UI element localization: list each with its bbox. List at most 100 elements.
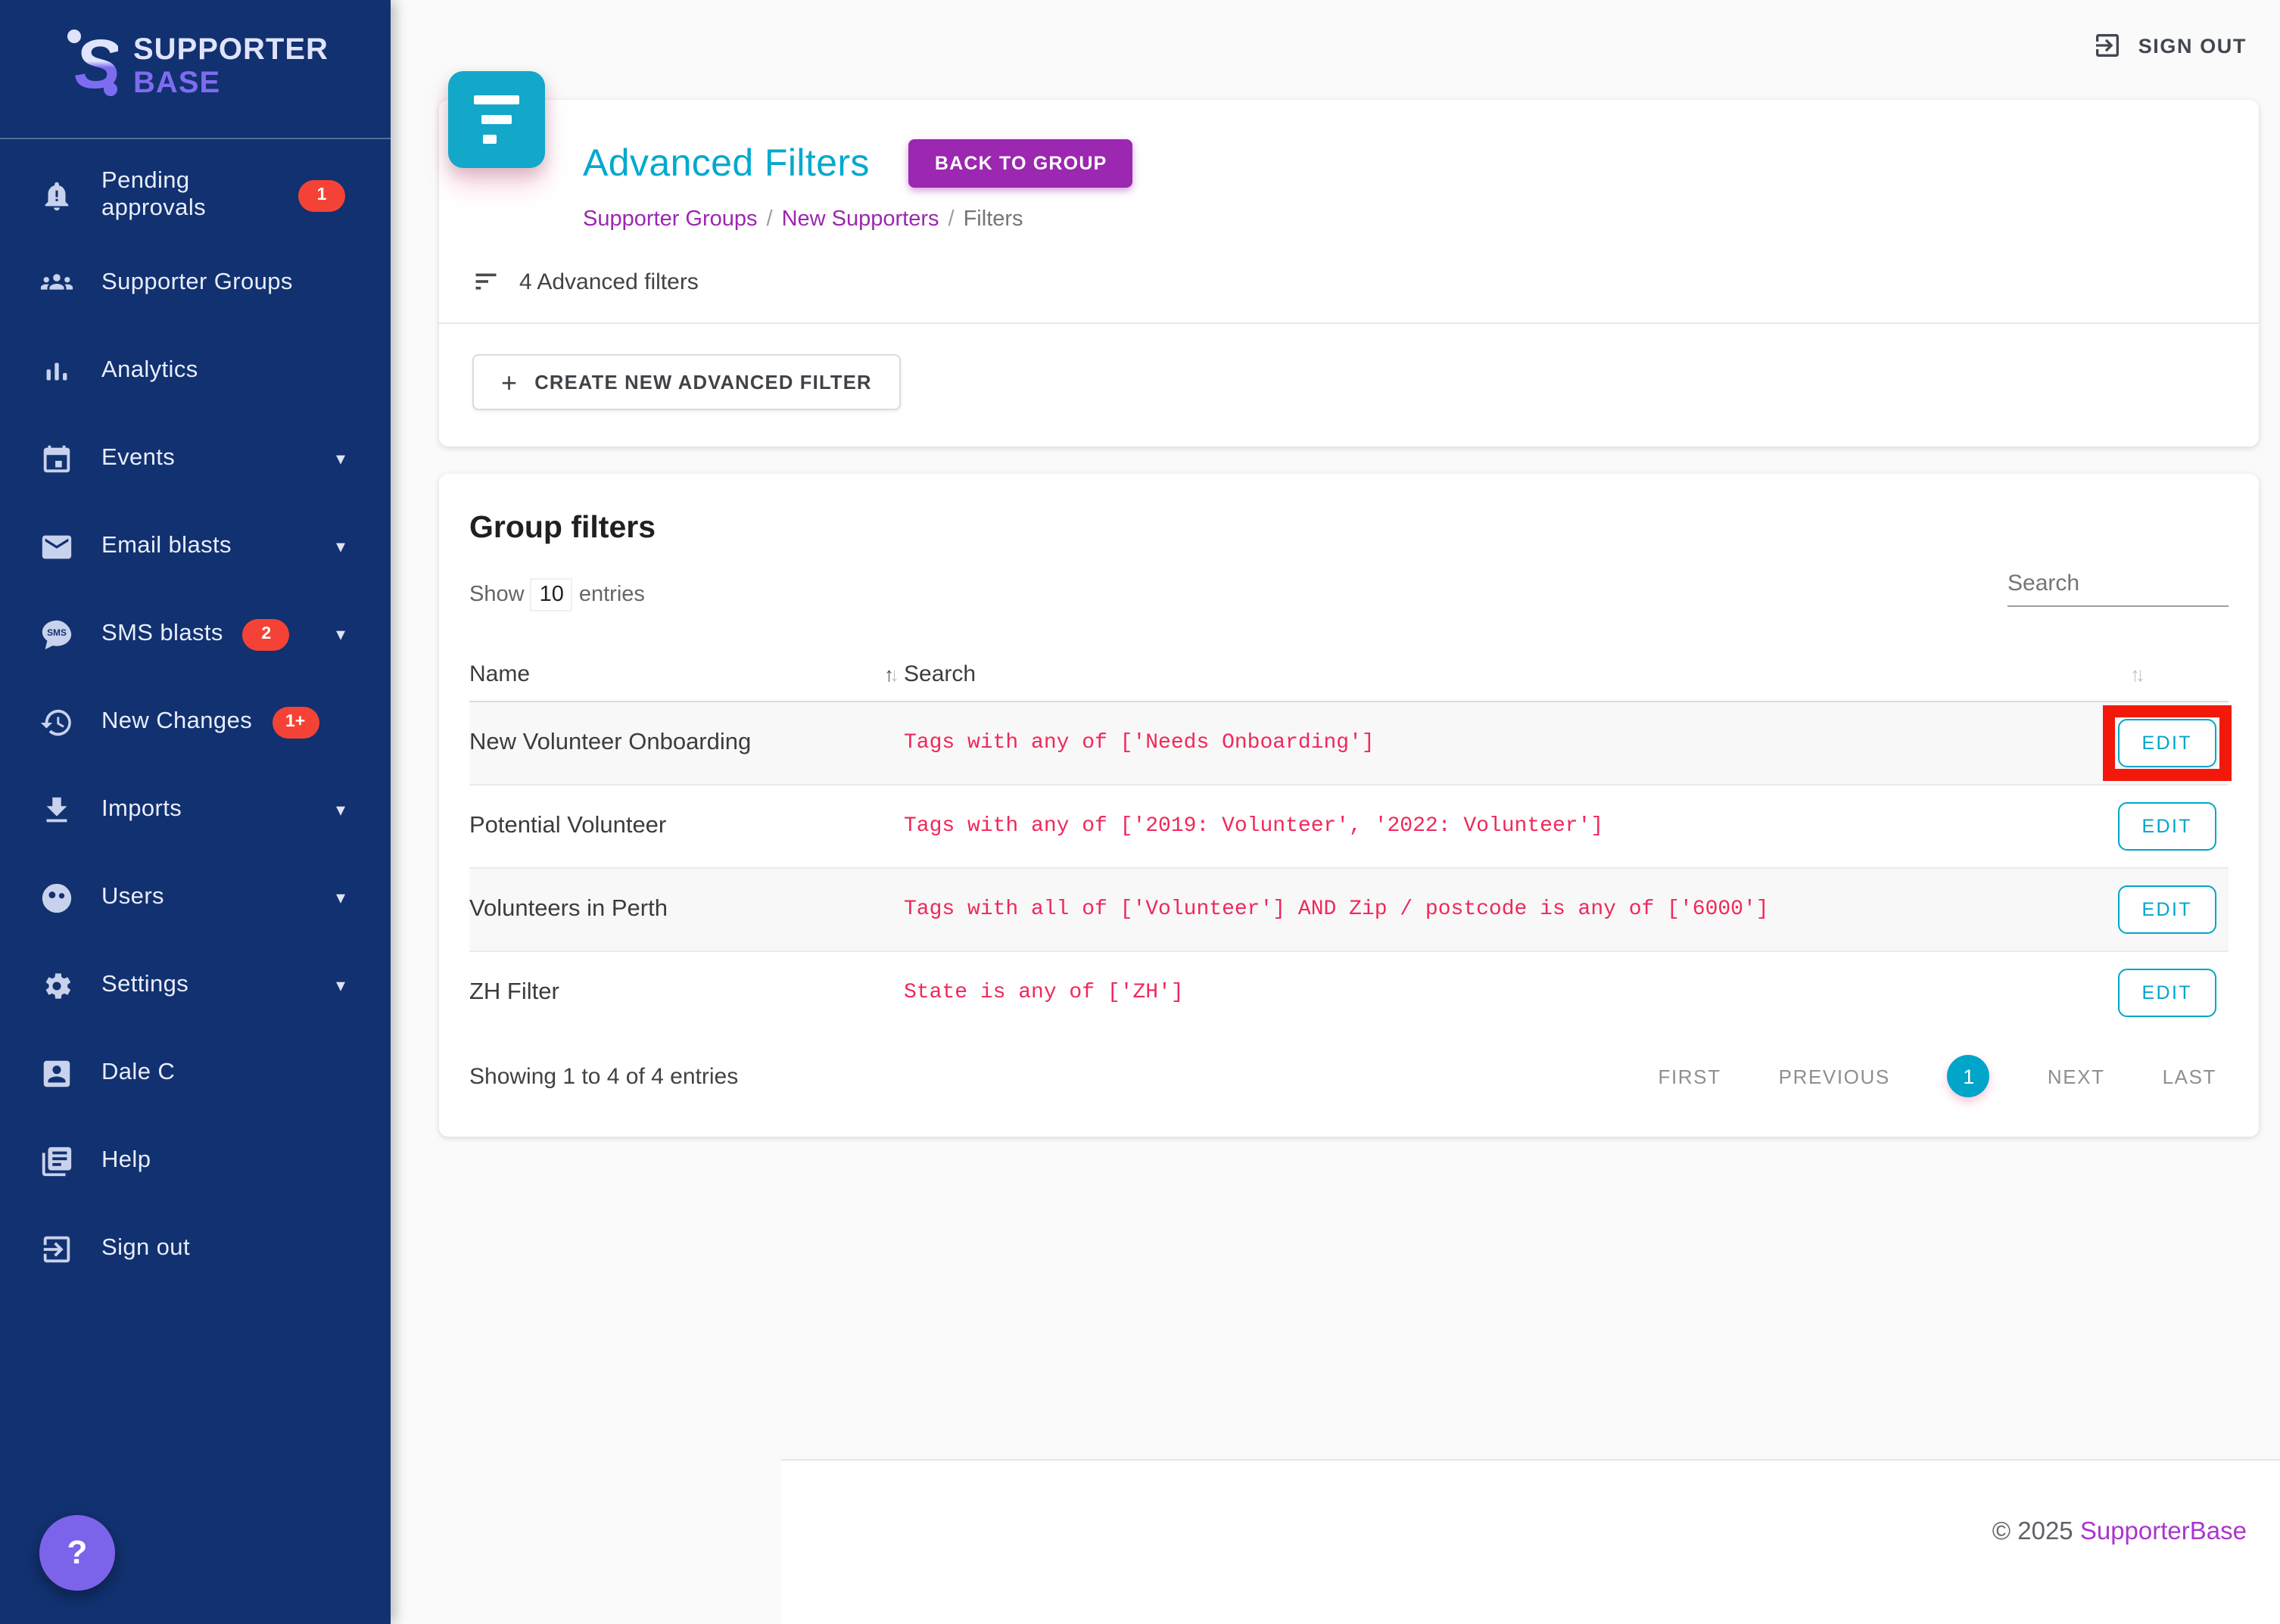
search-input[interactable] [2007, 571, 2229, 607]
app-logo[interactable]: S SUPPORTER BASE [0, 0, 391, 129]
edit-cell: EDIT [2077, 969, 2229, 1017]
breadcrumb-separator: / [766, 207, 773, 232]
sidebar-item-settings[interactable]: Settings ▾ [0, 941, 391, 1029]
mail-icon [38, 528, 74, 565]
table-row: ZH Filter State is any of ['ZH'] EDIT [469, 952, 2229, 1034]
sidebar-item-new-changes[interactable]: New Changes 1+ [0, 678, 391, 766]
sidebar-item-label: Help [101, 1147, 151, 1173]
calendar-icon [38, 440, 74, 477]
table-row: New Volunteer Onboarding Tags with any of… [469, 702, 2232, 786]
sidebar-item-users[interactable]: Users ▾ [0, 854, 391, 941]
pagination-previous[interactable]: PREVIOUS [1778, 1065, 1890, 1087]
supporterbase-footer-link[interactable]: SupporterBase [2079, 1518, 2247, 1545]
section-title: Group filters [469, 510, 656, 545]
page-title: Advanced Filters [583, 142, 870, 184]
signout-icon [38, 1230, 74, 1267]
filter-tile-icon [448, 71, 545, 168]
help-fab-button[interactable]: ? [39, 1515, 115, 1591]
create-advanced-filter-button[interactable]: + CREATE NEW ADVANCED FILTER [472, 354, 901, 410]
groups-icon [38, 265, 74, 301]
table-row: Volunteers in Perth Tags with all of ['Vo… [469, 869, 2229, 952]
edit-cell: EDIT [2077, 802, 2229, 851]
column-header-search[interactable]: Search [904, 661, 976, 686]
sidebar-item-label: Imports [101, 796, 182, 822]
back-to-group-button[interactable]: BACK TO GROUP [908, 139, 1133, 188]
sidebar-item-sign-out[interactable]: Sign out [0, 1205, 391, 1293]
entries-select[interactable]: 10 [530, 578, 573, 611]
sidebar-item-help[interactable]: Help [0, 1117, 391, 1205]
filters-count-text: 4 Advanced filters [519, 269, 699, 294]
sidebar-item-events[interactable]: Events ▾ [0, 415, 391, 502]
sidebar-item-label: Email blasts [101, 533, 232, 558]
page-footer: © 2025 SupporterBase [781, 1459, 2280, 1624]
bell-icon [38, 177, 74, 213]
edit-cell: EDIT [2077, 885, 2229, 934]
filter-name-cell: ZH Filter [469, 979, 559, 1005]
signout-icon [2096, 34, 2120, 57]
sidebar-item-label: SMS blasts [101, 621, 223, 646]
advanced-filters-card: Advanced Filters BACK TO GROUP Supporter… [439, 71, 2259, 446]
filter-expression-cell: Tags with all of ['Volunteer'] AND Zip /… [904, 898, 1769, 922]
copyright-text: © 2025 [1992, 1518, 2073, 1545]
sidebar-item-supporter-groups[interactable]: Supporter Groups [0, 239, 391, 327]
sidebar-item-label: Pending approvals [101, 168, 207, 221]
account-icon [38, 1055, 74, 1091]
edit-button[interactable]: EDIT [2117, 719, 2216, 767]
filter-name-cell: New Volunteer Onboarding [469, 730, 752, 755]
notification-badge: 1+ [272, 706, 319, 738]
table-header: Name ↑↓ Search ↑↓ [469, 646, 2229, 702]
pagination-current-page[interactable]: 1 [1947, 1055, 1990, 1097]
edit-button[interactable]: EDIT [2117, 802, 2216, 851]
pagination-first[interactable]: FIRST [1658, 1065, 1721, 1087]
gear-icon [38, 967, 74, 1003]
signout-top-button[interactable]: SIGN OUT [2093, 30, 2247, 61]
breadcrumb: Supporter Groups / New Supporters / Filters [439, 188, 2259, 232]
edit-button[interactable]: EDIT [2117, 969, 2216, 1017]
chevron-down-icon: ▾ [335, 975, 345, 996]
filter-expression-cell: Tags with any of ['2019: Volunteer', '20… [904, 814, 1604, 838]
analytics-icon [38, 353, 74, 389]
sidebar-item-label: Events [101, 445, 176, 471]
main-area: SIGN OUT Advanced Filters BACK TO GROUP … [391, 0, 2280, 1624]
sidebar-item-imports[interactable]: Imports ▾ [0, 766, 391, 854]
sidebar: S SUPPORTER BASE Pending approvals 1 Suppo… [0, 0, 391, 1624]
filter-name-cell: Volunteers in Perth [469, 896, 668, 922]
entries-summary: Showing 1 to 4 of 4 entries [469, 1063, 739, 1089]
column-header-name[interactable]: Name [469, 661, 531, 686]
sidebar-item-pending-approvals[interactable]: Pending approvals 1 [0, 151, 391, 239]
sort-icon[interactable]: ↑↓ [2130, 662, 2145, 685]
chevron-down-icon: ▾ [335, 448, 345, 469]
breadcrumb-item-new-supporters[interactable]: New Supporters [781, 207, 939, 232]
sidebar-item-label: New Changes [101, 708, 253, 734]
users-icon [38, 879, 74, 916]
svg-text:SMS: SMS [46, 627, 66, 637]
pagination: FIRST PREVIOUS 1 NEXT LAST [1659, 1055, 2217, 1097]
sort-icon[interactable]: ↑↓ [884, 662, 899, 685]
app-title: SUPPORTER BASE [133, 33, 329, 99]
notification-badge: 2 [242, 618, 290, 650]
edit-cell: EDIT [2077, 705, 2232, 781]
table-body: New Volunteer Onboarding Tags with any of… [469, 702, 2232, 1034]
sidebar-nav: Pending approvals 1 Supporter Groups Analyt… [0, 151, 391, 1293]
filter-expression-cell: State is any of ['ZH'] [904, 981, 1184, 1005]
sidebar-item-dale-c[interactable]: Dale C [0, 1029, 391, 1117]
filter-list-icon [475, 273, 497, 290]
sidebar-item-label: Sign out [101, 1235, 190, 1261]
breadcrumb-item-supporter-groups[interactable]: Supporter Groups [583, 207, 758, 232]
sidebar-item-label: Users [101, 884, 164, 910]
sidebar-item-label: Dale C [101, 1059, 176, 1085]
sidebar-item-label: Supporter Groups [101, 269, 293, 295]
sidebar-item-analytics[interactable]: Analytics [0, 327, 391, 415]
chevron-down-icon: ▾ [335, 536, 345, 557]
download-icon [38, 792, 74, 828]
sidebar-item-email-blasts[interactable]: Email blasts ▾ [0, 502, 391, 590]
pagination-last[interactable]: LAST [2162, 1065, 2216, 1087]
chevron-down-icon: ▾ [335, 887, 345, 908]
show-entries-control: Show 10 entries [469, 578, 645, 611]
sidebar-item-sms-blasts[interactable]: SMS SMS blasts 2 ▾ [0, 590, 391, 678]
pagination-next[interactable]: NEXT [2047, 1065, 2105, 1087]
edit-button[interactable]: EDIT [2117, 885, 2216, 934]
plus-icon: + [501, 367, 519, 397]
help-icon [38, 1143, 74, 1179]
